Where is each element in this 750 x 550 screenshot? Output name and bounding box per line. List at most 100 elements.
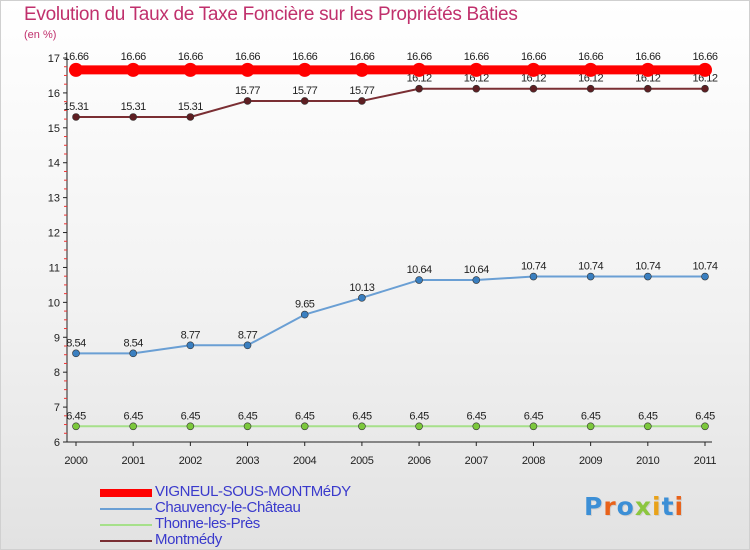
data-point [472, 276, 481, 284]
data-label: 15.31 [178, 101, 203, 113]
y-tick-label: 12 [48, 228, 60, 240]
data-point [701, 422, 709, 431]
data-point [583, 62, 598, 77]
data-point [586, 422, 595, 431]
data-point [469, 62, 484, 77]
data-label: 16.66 [235, 51, 260, 63]
data-point [412, 62, 427, 77]
data-point [472, 422, 481, 431]
data-label: 16.66 [692, 51, 717, 63]
data-label: 16.66 [178, 51, 203, 63]
data-label: 10.64 [407, 264, 432, 276]
data-label: 6.45 [695, 410, 715, 422]
y-tick-label: 14 [48, 158, 60, 170]
logo-letter: t [661, 492, 675, 521]
data-label: 8.54 [66, 337, 86, 349]
y-tick-label: 13 [48, 193, 60, 205]
data-label: 16.12 [407, 73, 432, 85]
data-point [358, 422, 366, 431]
data-point [72, 349, 80, 358]
y-tick-label: 17 [48, 53, 60, 65]
data-label: 10.74 [521, 261, 546, 273]
logo-letter: P [584, 492, 604, 521]
y-tick-label: 16 [48, 88, 60, 100]
data-point [129, 422, 137, 431]
logo-letter: i [652, 492, 662, 521]
data-label: 16.66 [121, 51, 146, 63]
legend-swatch [100, 489, 152, 497]
data-point [243, 341, 252, 350]
data-label: 8.77 [181, 329, 201, 341]
data-label: 16.12 [635, 73, 660, 85]
chart-subtitle: (en %) [24, 29, 57, 41]
data-label: 15.77 [235, 85, 260, 97]
data-point [358, 294, 366, 302]
x-tick-label: 2011 [694, 455, 717, 467]
logo-letter: o [616, 492, 635, 521]
data-label: 6.45 [181, 410, 201, 422]
data-label: 16.66 [407, 51, 432, 63]
data-label: 6.45 [123, 410, 143, 422]
legend-swatch [100, 540, 152, 542]
logo-letter: r [603, 492, 617, 521]
data-point [300, 97, 309, 105]
x-tick-label: 2010 [636, 455, 659, 467]
data-point [297, 62, 312, 77]
data-label: 9.65 [295, 299, 315, 311]
data-point [526, 62, 541, 77]
y-tick-label: 7 [54, 402, 60, 414]
chart-title: Evolution du Taux de Taxe Foncière sur l… [24, 4, 518, 25]
data-label: 16.66 [464, 51, 489, 63]
data-point [240, 62, 255, 77]
data-point [529, 272, 538, 281]
data-label: 6.45 [66, 410, 86, 422]
data-point [243, 97, 252, 105]
legend-label: Thonne-les-Près [155, 515, 260, 532]
data-point [698, 62, 712, 77]
data-point [129, 349, 137, 358]
data-label: 16.66 [635, 51, 660, 63]
x-tick-label: 2003 [236, 455, 259, 467]
data-point [72, 113, 80, 121]
data-label: 16.12 [692, 73, 717, 85]
data-label: 16.12 [464, 73, 489, 85]
data-label: 6.45 [352, 410, 372, 422]
logo-letter: x [634, 492, 652, 521]
legend-label: Montmédy [155, 531, 222, 548]
x-tick-label: 2004 [293, 455, 316, 467]
data-label: 10.13 [349, 282, 374, 294]
data-point [358, 97, 366, 105]
data-point [644, 272, 652, 281]
data-point [186, 422, 195, 431]
data-label: 6.45 [467, 410, 487, 422]
data-point [644, 422, 652, 431]
x-tick-label: 2005 [350, 455, 373, 467]
data-label: 10.64 [464, 264, 489, 276]
y-tick-label: 15 [48, 123, 60, 135]
data-point [644, 84, 652, 93]
data-label: 8.54 [123, 337, 143, 349]
x-tick-label: 2009 [579, 455, 602, 467]
y-tick-label: 9 [54, 332, 60, 344]
data-point [415, 84, 423, 93]
data-point [701, 272, 709, 281]
data-label: 6.45 [409, 410, 429, 422]
data-point [586, 84, 595, 93]
data-label: 6.45 [524, 410, 544, 422]
data-point [354, 62, 369, 77]
data-point [183, 62, 198, 77]
x-tick-label: 2002 [179, 455, 202, 467]
data-label: 15.77 [292, 85, 317, 97]
x-tick-label: 2006 [407, 455, 430, 467]
logo-letter: i [674, 492, 685, 521]
data-label: 8.77 [238, 329, 258, 341]
proxiti-logo: Proxiti [584, 492, 684, 521]
y-tick-label: 8 [54, 367, 60, 379]
data-point [529, 84, 538, 93]
data-label: 16.66 [292, 51, 317, 63]
data-point [72, 422, 80, 431]
series-line [76, 87, 705, 118]
data-point [300, 310, 309, 319]
data-label: 15.77 [349, 85, 374, 97]
